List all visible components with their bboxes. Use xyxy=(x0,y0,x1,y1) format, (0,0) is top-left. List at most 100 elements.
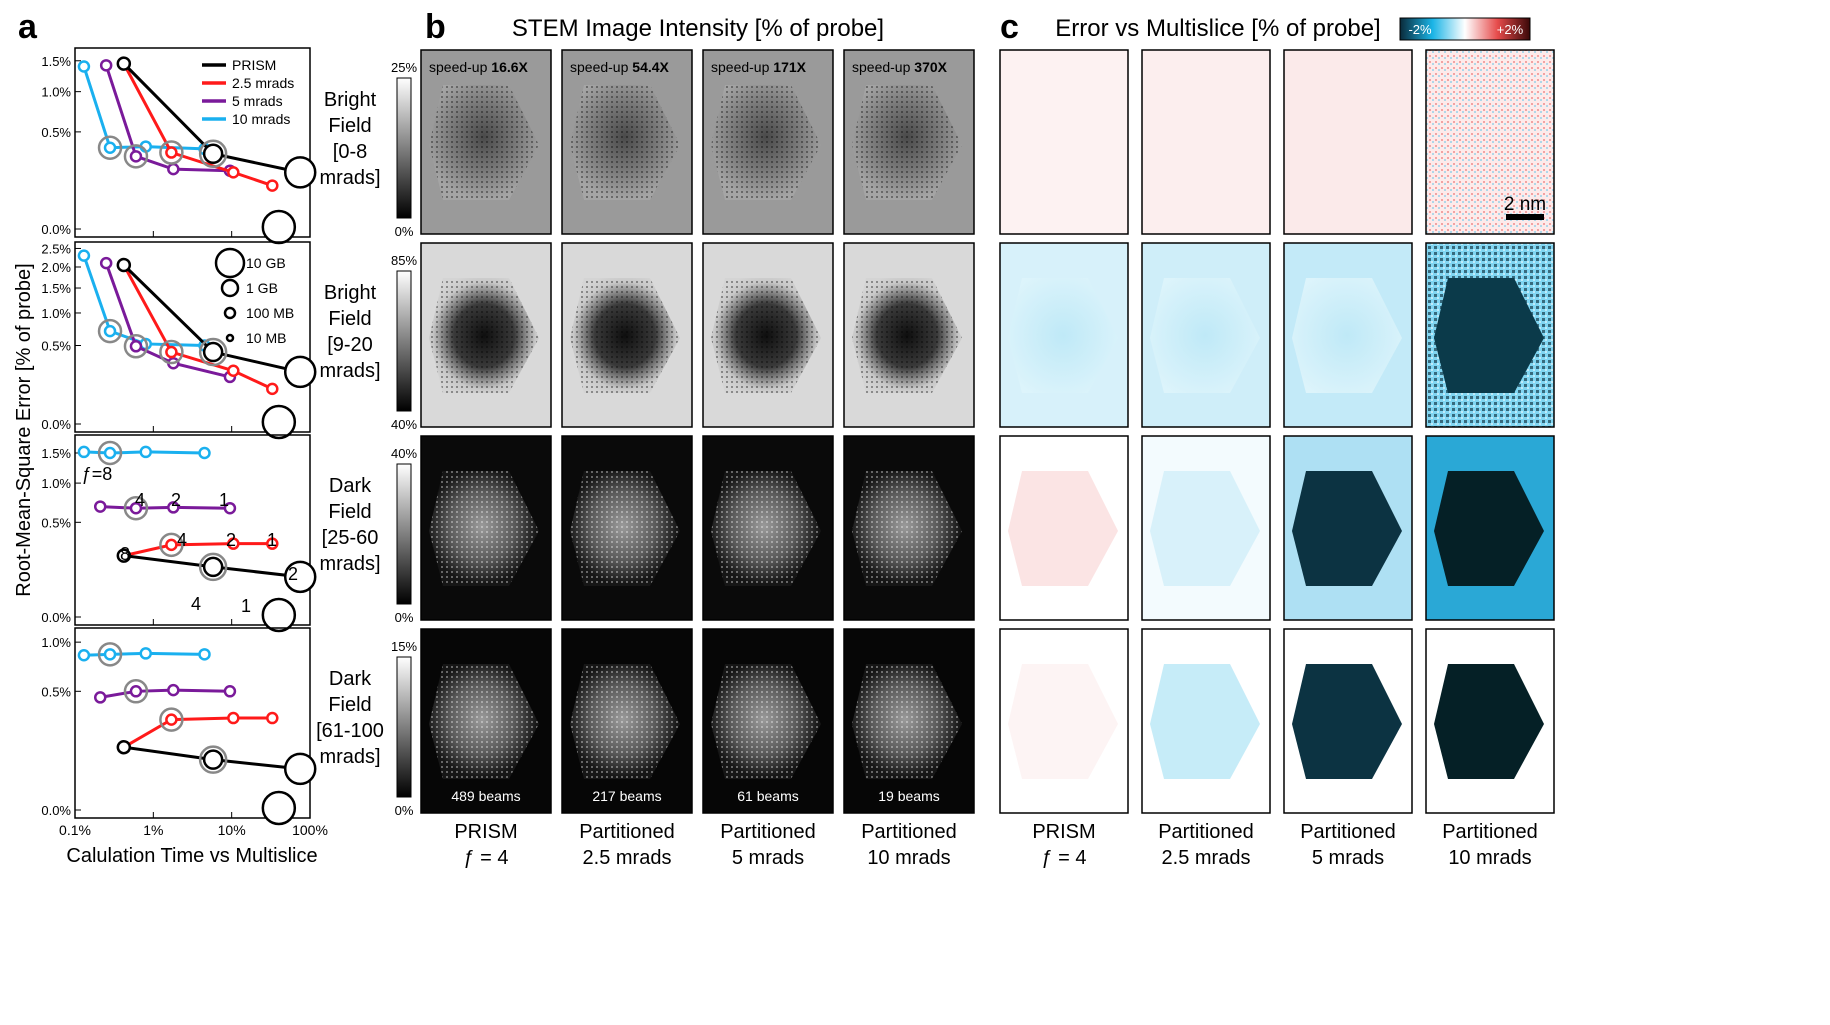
data-point xyxy=(167,162,180,176)
intensity-colorbar xyxy=(396,270,412,412)
speedup-label: speed-up 54.4X xyxy=(570,59,670,75)
image-frame xyxy=(999,628,1129,814)
data-point xyxy=(103,324,117,338)
y-axis-label: Root-Mean-Square Error [% of probe] xyxy=(13,263,35,597)
data-point xyxy=(165,146,178,159)
error-image xyxy=(999,435,1129,621)
colorbar-max-label: 25% xyxy=(391,60,417,75)
data-point xyxy=(202,556,224,578)
error-particle xyxy=(1150,664,1260,779)
y-tick-label: 0.5% xyxy=(41,684,71,699)
row-label-line: Dark xyxy=(329,475,372,497)
stem-image xyxy=(843,242,975,428)
stem-image: speed-up 54.4X xyxy=(561,49,693,235)
column-label-line1: PRISM xyxy=(1032,821,1095,843)
legend-size-label: 100 MB xyxy=(246,305,294,321)
data-point xyxy=(266,179,279,192)
row-label-line: Bright xyxy=(324,89,377,111)
memory-circle-large xyxy=(261,209,297,245)
row-label-line: Field xyxy=(328,694,371,716)
data-point xyxy=(167,683,180,697)
image-frame xyxy=(843,242,975,428)
memory-ring xyxy=(97,642,123,667)
particle-lattice xyxy=(852,471,962,586)
column-label-line1: PRISM xyxy=(454,821,517,843)
scale-bar: 2 nm xyxy=(1504,194,1546,220)
series-line-10-mrads xyxy=(82,66,205,151)
image-frame xyxy=(561,49,693,235)
data-point xyxy=(283,752,317,786)
data-point xyxy=(266,537,279,550)
error-image xyxy=(999,242,1129,428)
image-frame xyxy=(843,49,975,235)
row-label-line: [61-100 xyxy=(316,720,384,742)
series-line-5-mrads xyxy=(104,262,231,379)
legend-size-label: 1 GB xyxy=(246,280,278,296)
error-image xyxy=(1141,242,1271,428)
rmse-panel-4: 0.0% 0.5% 1.0% xyxy=(41,627,317,826)
x-tick-label: 10% xyxy=(218,822,246,838)
legend-label: 2.5 mrads xyxy=(232,75,294,91)
speedup-label: speed-up 171X xyxy=(711,59,807,75)
memory-ring xyxy=(123,495,149,521)
data-point xyxy=(129,685,143,698)
x-tick-label: 0.1% xyxy=(59,822,91,838)
data-point xyxy=(77,60,91,73)
error-particle xyxy=(1008,471,1118,586)
data-point xyxy=(139,647,152,660)
row-label-line: mrads] xyxy=(319,360,380,382)
error-image xyxy=(1141,49,1271,235)
data-point xyxy=(116,739,132,755)
data-point xyxy=(165,713,178,726)
column-label-line2: 2.5 mrads xyxy=(1162,847,1251,869)
intensity-colorbar xyxy=(396,656,412,798)
data-point xyxy=(99,59,113,72)
beam-count-label: 217 beams xyxy=(592,788,661,804)
legend-size-label: 10 GB xyxy=(246,255,286,271)
particle-lattice xyxy=(570,85,680,200)
image-frame xyxy=(561,242,693,428)
y-tick-label: 0.0% xyxy=(41,222,71,237)
stem-image: speed-up 16.6X xyxy=(420,49,552,235)
data-point xyxy=(77,445,91,459)
data-point xyxy=(129,501,143,515)
stem-image xyxy=(702,435,834,621)
beam-count-label: 489 beams xyxy=(451,788,520,804)
stem-image xyxy=(561,435,693,621)
memory-circle-large xyxy=(261,597,297,633)
plot-frame xyxy=(74,434,311,626)
panel-label-a: a xyxy=(18,8,38,46)
memory-ring xyxy=(198,139,228,169)
data-point xyxy=(139,445,152,459)
legend-size-circle xyxy=(220,278,240,298)
panel-label-c: c xyxy=(1000,8,1019,46)
image-frame xyxy=(999,435,1129,621)
f-annotation: 4 xyxy=(191,594,201,614)
y-tick-label: 0.5% xyxy=(41,515,71,530)
error-particle xyxy=(1292,278,1402,393)
y-tick-label: 1.0% xyxy=(41,306,71,321)
row-label-line: mrads] xyxy=(319,553,380,575)
stem-image xyxy=(702,242,834,428)
stem-image-grid: speed-up 16.6X speed-up 54.4X speed-up 171… xyxy=(420,49,975,814)
colorbar-min-label: 0% xyxy=(395,803,414,818)
particle-lattice xyxy=(570,278,680,393)
data-point xyxy=(77,648,91,662)
particle-lattice xyxy=(429,85,539,200)
x-axis-label: Calulation Time vs Multislice xyxy=(66,845,317,867)
row-label-line: Bright xyxy=(324,282,377,304)
data-point xyxy=(283,156,317,189)
f-annotation: 2 xyxy=(171,490,181,510)
y-tick-label: 2.5% xyxy=(41,241,71,256)
error-particle xyxy=(1292,471,1402,586)
colorbar-min-label: 0% xyxy=(395,610,414,625)
data-point xyxy=(103,648,117,661)
legend-size-circle xyxy=(223,306,237,320)
image-frame xyxy=(420,628,552,814)
column-label-line2: 5 mrads xyxy=(732,847,804,869)
image-frame xyxy=(843,628,975,814)
image-frame xyxy=(1141,242,1271,428)
data-point xyxy=(227,711,240,725)
data-point xyxy=(167,501,180,514)
